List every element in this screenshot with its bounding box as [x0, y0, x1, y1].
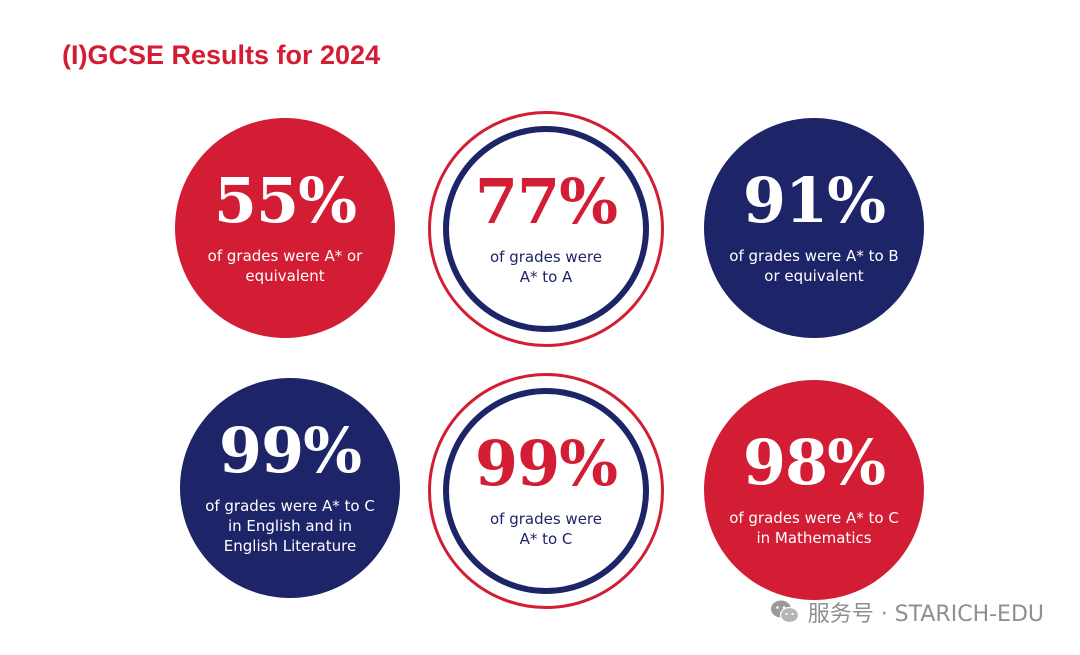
stat-circle-a-star-or-equivalent: 55% of grades were A* or equivalent: [175, 118, 395, 338]
stat-description: of grades were A* to B or equivalent: [729, 247, 899, 285]
watermark: 服务号 · STARICH-EDU: [770, 596, 1044, 628]
stat-inner-ring: 99% of grades were A* to C: [443, 388, 649, 594]
stat-circle-a-star-to-c: 99% of grades were A* to C: [428, 373, 664, 609]
stat-value: 99%: [218, 414, 362, 487]
stat-circle-mathematics: 98% of grades were A* to C in Mathematic…: [704, 380, 924, 600]
watermark-text: 服务号 · STARICH-EDU: [807, 602, 1044, 627]
wechat-icon: [770, 600, 799, 624]
stat-value: 91%: [742, 164, 886, 237]
stat-inner-ring: 77% of grades were A* to A: [443, 126, 649, 332]
stat-value: 77%: [474, 165, 618, 238]
stat-description: of grades were A* or equivalent: [207, 247, 363, 285]
stat-value: 55%: [213, 164, 357, 237]
stat-description: of grades were A* to C: [489, 510, 602, 548]
stat-circle-a-star-to-b: 91% of grades were A* to B or equivalent: [704, 118, 924, 338]
page-title: (I)GCSE Results for 2024: [62, 40, 381, 70]
stat-description: of grades were A* to C in Mathematics: [729, 509, 899, 547]
stat-circle-english: 99% of grades were A* to C in English an…: [180, 378, 400, 598]
stat-value: 98%: [742, 426, 886, 499]
stat-value: 99%: [474, 427, 618, 500]
stat-circle-a-star-to-a: 77% of grades were A* to A: [428, 111, 664, 347]
stat-description: of grades were A* to A: [489, 248, 602, 286]
stat-description: of grades were A* to C in English and in…: [205, 497, 375, 555]
